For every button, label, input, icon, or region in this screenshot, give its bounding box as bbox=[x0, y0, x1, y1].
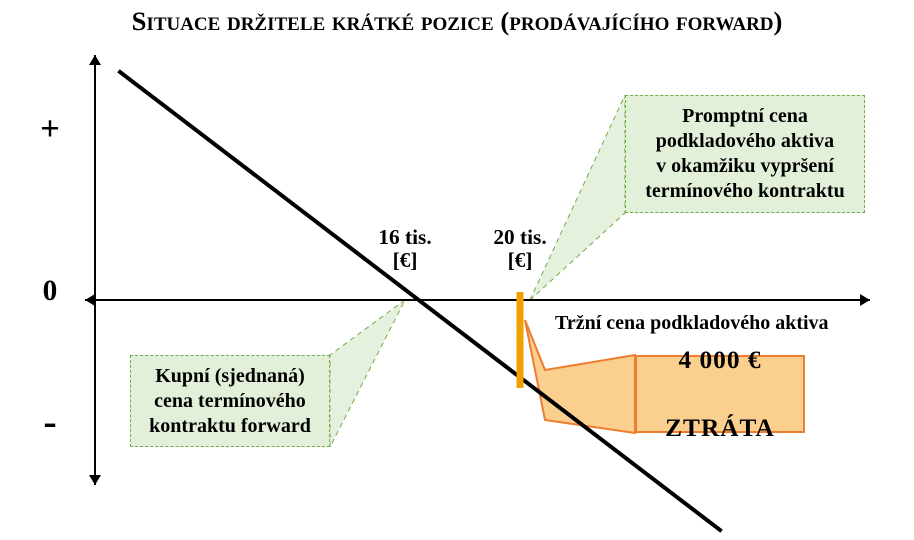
x-tick-spot: 20 tis. [€] bbox=[475, 226, 565, 273]
diagram-svg bbox=[0, 0, 914, 540]
x-axis-caption: Tržní cena podkladového aktiva bbox=[555, 312, 829, 335]
x-tick-strike-value: 16 tis. bbox=[378, 225, 431, 249]
loss-result-box: 4 000 € ZTRÁTA bbox=[635, 355, 805, 433]
y-axis-plus-label: + bbox=[30, 110, 70, 150]
x-tick-spot-value: 20 tis. bbox=[493, 225, 546, 249]
x-tick-strike: 16 tis. [€] bbox=[360, 226, 450, 273]
diagram-stage: Situace držitele krátké pozice (prodávaj… bbox=[0, 0, 914, 540]
x-tick-strike-unit: [€] bbox=[393, 248, 418, 272]
loss-label: ZTRÁTA bbox=[645, 411, 795, 445]
y-axis-minus-label: - bbox=[30, 399, 70, 445]
x-tick-spot-unit: [€] bbox=[508, 248, 533, 272]
loss-leader bbox=[525, 320, 635, 433]
callout-strike-price: Kupní (sjednaná)cena termínovéhokontrakt… bbox=[130, 355, 330, 447]
y-axis-zero-label: 0 bbox=[30, 275, 70, 309]
loss-amount: 4 000 € bbox=[645, 343, 795, 377]
callout-spot-price: Promptní cenapodkladového aktivav okamži… bbox=[625, 95, 865, 213]
